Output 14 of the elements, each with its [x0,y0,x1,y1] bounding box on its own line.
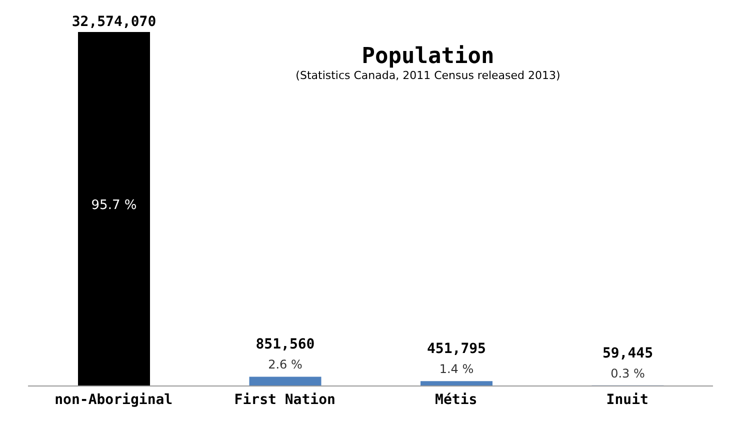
x-tick-label: First Nation [234,392,336,408]
annotation: 2.6 % [268,358,302,372]
data-label: 451,795 [426,341,486,358]
annotation: 95.7 % [91,198,137,213]
data-label: 851,560 [256,336,315,353]
annotation: 1.4 % [439,362,474,376]
x-tick-label: Inuit [606,392,648,408]
data-label: 59,445 [602,345,654,362]
text: Population [360,44,496,69]
text: (Statistics Canada, 2011 Census released 2013) [294,69,562,82]
x-tick-label: non-Aboriginal [54,392,173,408]
data-label: 32,574,070 [72,14,156,30]
annotation: 0.3 % [610,366,645,380]
x-tick-label: Métis [435,392,478,408]
